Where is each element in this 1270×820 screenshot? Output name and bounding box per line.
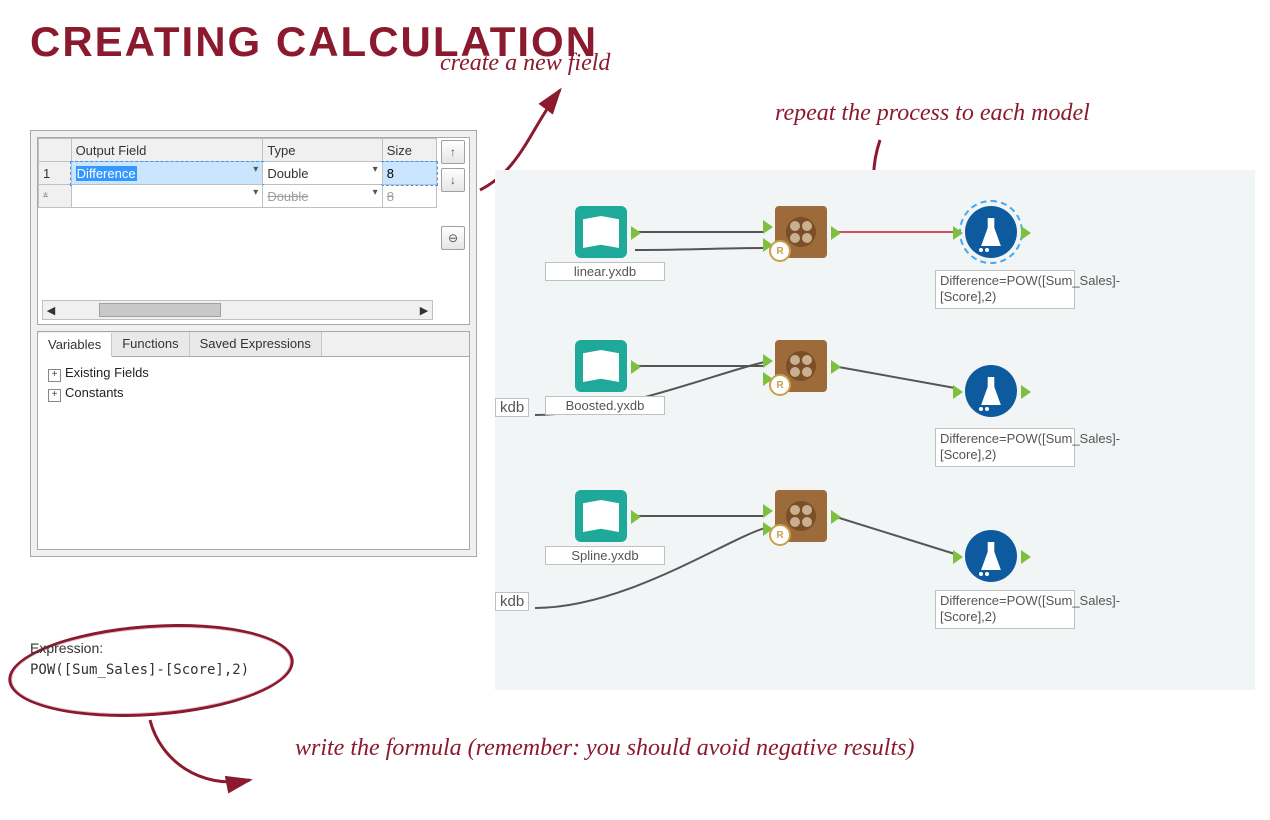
r-badge-icon: R <box>769 524 791 546</box>
tree-label: Existing Fields <box>65 365 149 380</box>
score-tool-2[interactable]: R <box>775 340 827 392</box>
input-tool-linear[interactable]: linear.yxdb <box>575 206 627 258</box>
col-header-size[interactable]: Size <box>382 139 436 162</box>
partial-tool-label-1: kdb <box>495 398 529 417</box>
formula-tool-3[interactable] <box>965 530 1017 582</box>
input-tool-boosted[interactable]: Boosted.yxdb <box>575 340 627 392</box>
move-up-button[interactable]: ↑ <box>441 140 465 164</box>
input-anchor[interactable] <box>763 504 773 518</box>
r-badge-icon: R <box>769 240 791 262</box>
input-label-spline: Spline.yxdb <box>545 546 665 565</box>
book-icon <box>583 216 619 248</box>
output-type-cell[interactable]: Double <box>263 162 382 185</box>
output-type-blank[interactable]: Double <box>263 185 382 208</box>
grid-horizontal-scrollbar[interactable]: ◀ ▶ <box>42 300 433 320</box>
tree-label: Constants <box>65 385 124 400</box>
expand-icon[interactable]: + <box>48 369 61 382</box>
tab-variables[interactable]: Variables <box>38 333 112 357</box>
output-anchor[interactable] <box>831 360 841 374</box>
output-size-blank[interactable]: 8 <box>382 185 436 208</box>
output-anchor[interactable] <box>1021 226 1031 240</box>
output-anchor[interactable] <box>631 510 641 524</box>
expand-icon[interactable]: + <box>48 389 61 402</box>
flask-icon <box>980 377 1002 405</box>
formula-annotation-3: Difference=POW([Sum_Sales]-[Score],2) <box>935 590 1075 629</box>
output-field-value[interactable]: Difference <box>76 166 137 181</box>
scroll-left-icon[interactable]: ◀ <box>43 304 59 317</box>
tab-saved-expressions[interactable]: Saved Expressions <box>190 332 322 356</box>
row-number: 1 <box>39 162 72 185</box>
r-badge-icon: R <box>769 374 791 396</box>
output-row-1[interactable]: 1 Difference Double 8 <box>39 162 437 185</box>
move-down-button[interactable]: ↓ <box>441 168 465 192</box>
output-field-grid: Output Field Type Size 1 Difference Doub… <box>37 137 470 325</box>
book-icon <box>583 350 619 382</box>
flask-icon <box>980 542 1002 570</box>
tree-existing-fields[interactable]: + Existing Fields <box>48 363 459 383</box>
workflow-canvas[interactable]: kdb kdb linear.yxdb Boosted.yxdb Spline.… <box>495 170 1255 690</box>
formula-tool-1[interactable] <box>965 206 1017 258</box>
col-header-rownum <box>39 139 72 162</box>
book-icon <box>583 500 619 532</box>
tree-constants[interactable]: + Constants <box>48 383 459 403</box>
partial-tool-label-2: kdb <box>495 592 529 611</box>
formula-annotation-1: Difference=POW([Sum_Sales]-[Score],2) <box>935 270 1075 309</box>
output-anchor[interactable] <box>1021 550 1031 564</box>
output-anchor[interactable] <box>631 226 641 240</box>
config-panel: Output Field Type Size 1 Difference Doub… <box>30 130 477 557</box>
variables-tree: + Existing Fields + Constants <box>38 357 469 549</box>
output-anchor[interactable] <box>1021 385 1031 399</box>
formula-annotation-2: Difference=POW([Sum_Sales]-[Score],2) <box>935 428 1075 467</box>
scroll-thumb[interactable] <box>99 303 221 317</box>
annotation-formula: write the formula (remember: you should … <box>295 735 1095 762</box>
tab-functions[interactable]: Functions <box>112 332 189 356</box>
expression-input[interactable]: POW([Sum_Sales]-[Score],2) <box>30 662 249 678</box>
helper-tabs: Variables Functions Saved Expressions + E… <box>37 331 470 550</box>
annotation-repeat: repeat the process to each model <box>775 100 1090 127</box>
input-label-linear: linear.yxdb <box>545 262 665 281</box>
col-header-type[interactable]: Type <box>263 139 382 162</box>
output-anchor[interactable] <box>831 226 841 240</box>
output-anchor[interactable] <box>631 360 641 374</box>
expression-label: Expression: <box>30 640 103 656</box>
output-row-blank[interactable]: * Double 8 <box>39 185 437 208</box>
row-number-blank: * <box>39 185 72 208</box>
input-anchor[interactable] <box>953 385 963 399</box>
scroll-right-icon[interactable]: ▶ <box>416 304 432 317</box>
col-header-output-field[interactable]: Output Field <box>71 139 263 162</box>
formula-tool-2[interactable] <box>965 365 1017 417</box>
input-tool-spline[interactable]: Spline.yxdb <box>575 490 627 542</box>
input-label-boosted: Boosted.yxdb <box>545 396 665 415</box>
remove-row-button[interactable]: ⊖ <box>441 226 465 250</box>
flask-icon <box>980 218 1002 246</box>
output-anchor[interactable] <box>831 510 841 524</box>
annotation-new-field: create a new field <box>440 50 610 77</box>
output-field-blank[interactable] <box>71 185 263 208</box>
score-tool-3[interactable]: R <box>775 490 827 542</box>
input-anchor[interactable] <box>763 220 773 234</box>
input-anchor[interactable] <box>953 226 963 240</box>
input-anchor[interactable] <box>763 354 773 368</box>
input-anchor[interactable] <box>953 550 963 564</box>
output-size-cell[interactable]: 8 <box>382 162 436 185</box>
score-tool-1[interactable]: R <box>775 206 827 258</box>
output-field-cell[interactable]: Difference <box>71 162 263 185</box>
